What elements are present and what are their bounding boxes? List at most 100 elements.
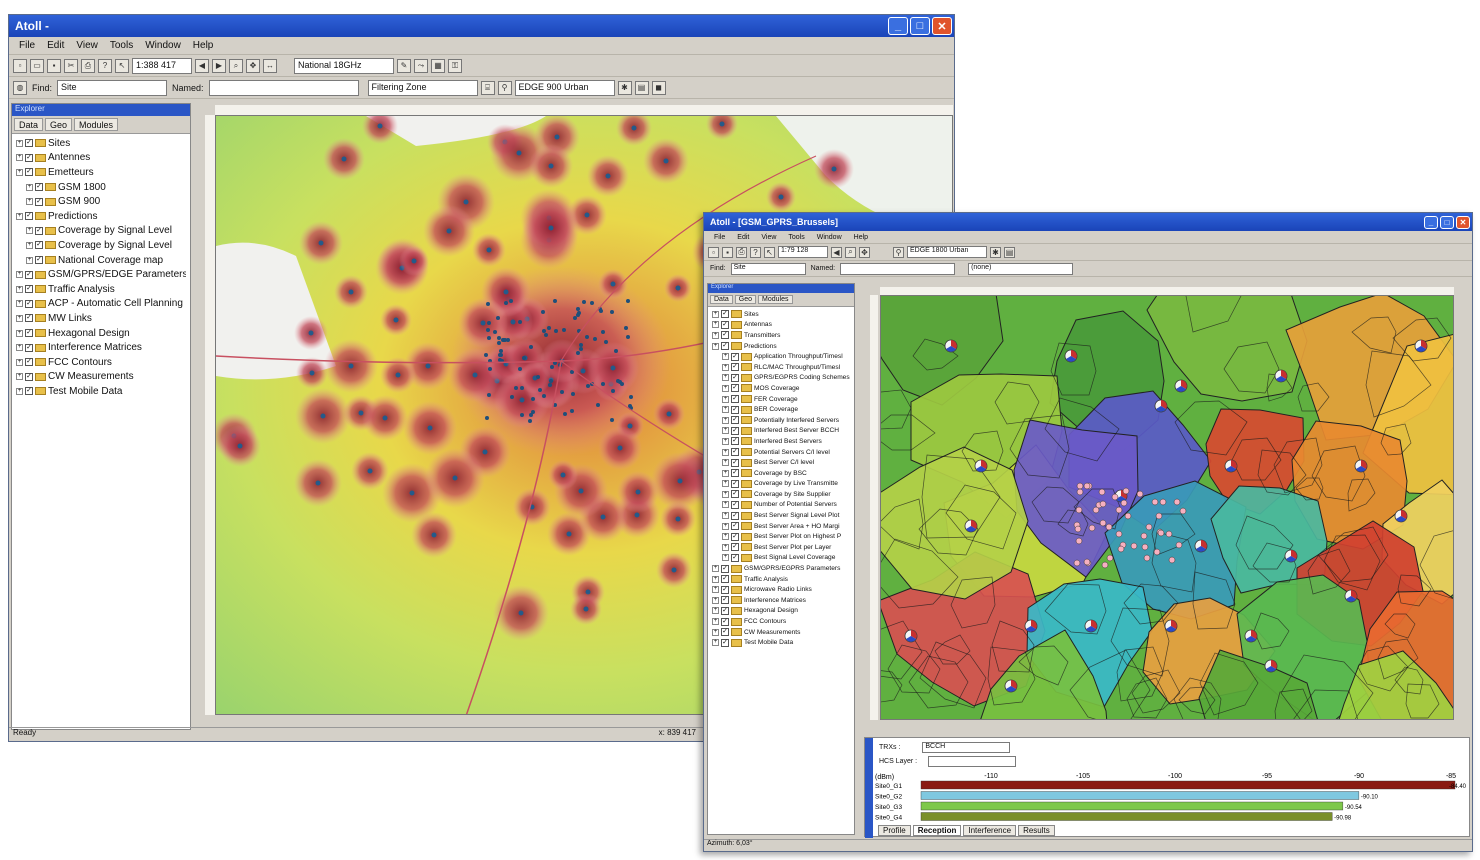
tree-item[interactable]: + ✓ Hexagonal Design [712,606,850,617]
tech-select[interactable]: EDGE 900 Urban [514,79,615,96]
tab-interference[interactable]: Interference [963,825,1017,836]
zone-select[interactable]: Filtering Zone [367,79,478,96]
tree-item[interactable]: + ✓ Predictions [16,209,186,224]
named-input[interactable] [208,79,359,96]
close-button[interactable]: ✕ [932,17,952,35]
tree-item[interactable]: + ✓ Interference Matrices [712,595,850,606]
tree-item[interactable]: + ✓ Interfered Best Servers [712,436,850,447]
back-icon[interactable]: ◀ [831,246,842,258]
tree-item[interactable]: + ✓ Microwave Radio Links [712,584,850,595]
tab-geo[interactable]: Geo [734,295,757,304]
expand-icon[interactable]: + [16,168,23,176]
checkbox[interactable]: ✓ [721,638,729,647]
tree-item[interactable]: + ✓ Best Server Area + HO Margi [712,521,850,532]
expand-icon[interactable]: + [722,374,729,382]
tree-item[interactable]: + ✓ Best Server Plot per Layer [712,542,850,553]
expand-icon[interactable]: + [722,353,729,361]
scale-field[interactable]: 1:388 417 [132,57,192,74]
expand-icon[interactable]: + [16,358,23,366]
coverage-map[interactable] [215,115,953,715]
maximize-button[interactable]: □ [910,17,930,35]
best-server-map[interactable] [880,295,1454,720]
checkbox[interactable]: ✓ [25,372,33,381]
expand-icon[interactable]: + [16,154,23,162]
tree-item[interactable]: + ✓ Coverage by Signal Level [16,238,186,253]
expand-icon[interactable]: + [722,384,729,392]
checkbox[interactable]: ✓ [35,226,43,235]
tree-item[interactable]: + ✓ GSM/GPRS/EDGE Parameters [16,267,186,282]
checkbox[interactable]: ✓ [721,320,729,329]
band-select[interactable]: National 18GHz [294,57,394,74]
checkbox[interactable]: ✓ [731,553,739,562]
tree-item[interactable]: + ✓ Potential Servers C/I level [712,447,850,458]
tab-results[interactable]: Results [1018,825,1055,836]
menu-view[interactable]: View [76,40,98,51]
draw-icon[interactable]: ✎ [397,58,411,73]
menu-edit[interactable]: Edit [737,233,750,241]
tree-item[interactable]: + ✓ Antennes [16,151,186,166]
checkbox[interactable]: ✓ [731,448,739,457]
tree-item[interactable]: + ✓ Coverage by Signal Level [16,224,186,239]
tree-item[interactable]: + ✓ Sites [712,309,850,320]
find-select[interactable]: Site [57,79,168,96]
checkbox[interactable]: ✓ [25,299,33,308]
menu-help[interactable]: Help [853,233,869,241]
maximize-button[interactable]: □ [1440,215,1454,229]
new-icon[interactable]: ▫ [708,246,719,258]
expand-icon[interactable]: + [722,416,729,424]
print-icon[interactable]: ⎙ [81,58,95,73]
checkbox[interactable]: ✓ [25,387,33,396]
expand-icon[interactable]: + [722,448,729,456]
tree-item[interactable]: + ✓ FER Coverage [712,394,850,405]
tab-geo[interactable]: Geo [45,118,73,131]
checkbox[interactable]: ✓ [721,564,729,573]
expand-icon[interactable]: + [722,554,729,562]
checkbox[interactable]: ✓ [731,363,739,372]
tree-item[interactable]: + ✓ GSM 900 [16,194,186,209]
tab-modules[interactable]: Modules [758,295,793,304]
tree-item[interactable]: + ✓ Best Server Plot on Highest P [712,531,850,542]
checkbox[interactable]: ✓ [731,511,739,520]
tree-item[interactable]: + ✓ CW Measurements [712,627,850,638]
expand-icon[interactable]: + [26,183,33,191]
tree-item[interactable]: + ✓ Transmitters [712,330,850,341]
scale-field[interactable]: 1:79 128 [778,246,828,258]
tree-item[interactable]: + ✓ Number of Potential Servers [712,500,850,511]
tree-item[interactable]: + ✓ Best Server C/I level [712,457,850,468]
expand-icon[interactable]: + [722,459,729,467]
checkbox[interactable]: ✓ [731,458,739,467]
tree-item[interactable]: + ✓ Test Mobile Data [16,384,186,399]
checkbox[interactable]: ✓ [25,358,33,367]
tech-select[interactable]: EDGE 1800 Urban [907,246,987,258]
station-icon[interactable]: ✱ [990,246,1001,258]
checkbox[interactable]: ✓ [731,532,739,541]
zoom-icon[interactable]: ⌕ [229,58,243,73]
expand-icon[interactable]: + [26,256,33,264]
expand-icon[interactable]: + [712,618,719,626]
tree-item[interactable]: + ✓ Traffic Analysis [712,574,850,585]
expand-icon[interactable]: + [722,501,729,509]
checkbox[interactable]: ✓ [35,183,43,192]
pan-icon[interactable]: ✥ [859,246,870,258]
checkbox[interactable]: ✓ [731,405,739,414]
forward-icon[interactable]: ▶ [212,58,226,73]
expand-icon[interactable]: + [722,512,729,520]
checkbox[interactable]: ✓ [731,479,739,488]
expand-icon[interactable]: + [16,387,23,395]
checkbox[interactable]: ✓ [731,352,739,361]
expand-icon[interactable]: + [16,212,23,220]
help-icon[interactable]: ? [98,58,112,73]
checkbox[interactable]: ✓ [35,241,43,250]
expand-icon[interactable]: + [26,198,33,206]
expand-icon[interactable]: + [16,329,23,337]
zone-select[interactable]: (none) [968,262,1074,275]
menu-tools[interactable]: Tools [788,233,805,241]
save-icon[interactable]: ▪ [47,58,61,73]
tree-item[interactable]: + ✓ Interfered Best Server BCCH [712,426,850,437]
checkbox[interactable]: ✓ [25,139,33,148]
tree-item[interactable]: + ✓ Best Signal Level Coverage [712,553,850,564]
expand-icon[interactable]: + [712,342,719,350]
expand-icon[interactable]: + [722,427,729,435]
checkbox[interactable]: ✓ [731,490,739,499]
pointer-icon[interactable]: ↖ [764,246,775,258]
